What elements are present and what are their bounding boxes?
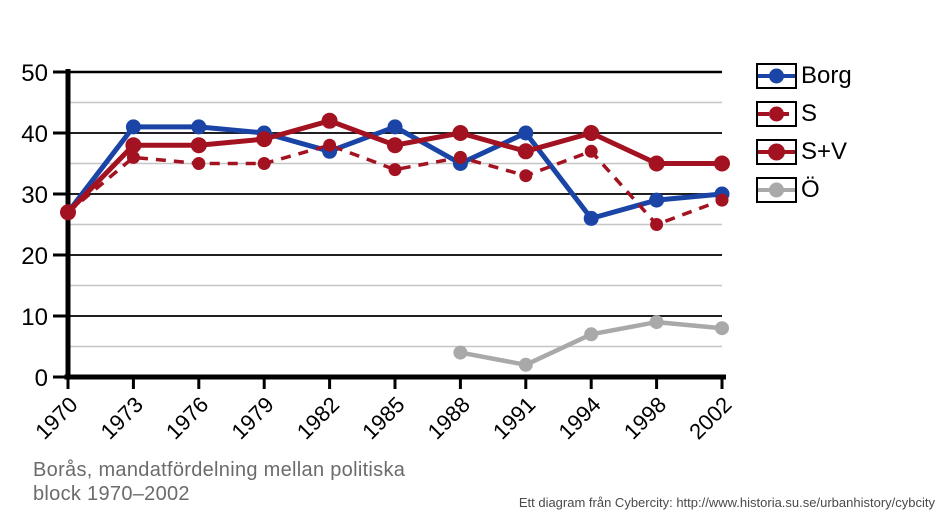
series-line-s xyxy=(66,143,723,227)
legend-label-s-plus-v: S+V xyxy=(801,138,848,165)
legend-swatch-borg-icon xyxy=(756,63,797,89)
data-point-s-plus-v xyxy=(125,137,142,154)
x-tick-label: 1979 xyxy=(226,392,278,444)
y-tick-label: 0 xyxy=(35,365,48,392)
y-tick-label: 30 xyxy=(21,182,48,209)
x-tick-label: 1976 xyxy=(161,392,213,444)
data-point-s-plus-v xyxy=(517,143,534,160)
legend-item-s-plus-v: S+V xyxy=(756,139,852,165)
x-tick-label: 1998 xyxy=(619,392,671,444)
x-tick-label: 1973 xyxy=(96,392,148,444)
data-point-s xyxy=(453,150,467,164)
data-point-s-plus-v xyxy=(60,204,76,221)
data-point-s-plus-v xyxy=(583,125,600,141)
data-point-o xyxy=(518,357,533,372)
chart-caption-line1: Borås, mandatfördelning mellan politiska xyxy=(33,459,406,481)
data-point-s-plus-v xyxy=(648,155,665,172)
data-point-s-plus-v xyxy=(452,125,469,141)
x-tick-label: 1982 xyxy=(292,392,344,444)
x-tick-label: 1988 xyxy=(423,392,475,444)
data-point-s xyxy=(650,218,664,231)
x-tick-label: 2002 xyxy=(684,392,736,444)
legend-item-o: Ö xyxy=(756,177,852,203)
legend-label-o: Ö xyxy=(801,176,820,203)
data-point-o xyxy=(715,321,729,336)
data-point-s-plus-v xyxy=(387,137,403,154)
x-tick-label: 1985 xyxy=(357,392,409,444)
data-point-s-plus-v xyxy=(321,112,338,129)
data-point-o xyxy=(584,327,599,342)
x-tick-label: 1970 xyxy=(30,392,82,444)
y-tick-label: 10 xyxy=(21,304,48,331)
y-tick-label: 20 xyxy=(21,243,48,270)
data-point-s-plus-v xyxy=(190,137,207,154)
legend-swatch-s-icon xyxy=(756,101,797,127)
data-point-s xyxy=(192,157,206,170)
legend: Borg S S+V Ö xyxy=(756,63,852,215)
credit-line: Ett diagram från Cybercity: http://www.h… xyxy=(518,495,935,510)
legend-label-borg: Borg xyxy=(801,62,852,89)
data-point-borg xyxy=(125,119,141,135)
data-point-s xyxy=(519,169,533,183)
chart-caption-line2: block 1970–2002 xyxy=(33,483,190,505)
data-point-o xyxy=(649,315,664,330)
data-point-s xyxy=(126,150,140,164)
legend-item-s: S xyxy=(756,101,852,127)
data-point-s xyxy=(257,157,271,170)
legend-swatch-o-icon xyxy=(756,177,797,203)
data-point-borg xyxy=(387,119,403,135)
legend-item-borg: Borg xyxy=(756,63,852,89)
data-point-s xyxy=(323,138,337,152)
legend-label-s: S xyxy=(801,100,818,127)
y-tick-label: 40 xyxy=(21,121,48,148)
data-point-borg xyxy=(583,210,599,226)
data-point-borg xyxy=(518,125,534,141)
x-tick-label: 1994 xyxy=(553,392,605,444)
legend-swatch-s-plus-v-icon xyxy=(756,139,797,165)
x-tick-label: 1991 xyxy=(488,392,540,444)
data-point-s-plus-v xyxy=(256,131,273,148)
chart-caption: Borås, mandatfördelning mellan politiska… xyxy=(33,458,405,506)
data-point-borg xyxy=(191,119,207,135)
data-point-borg xyxy=(649,192,665,208)
data-point-o xyxy=(453,345,468,360)
data-point-s xyxy=(388,163,402,177)
data-point-s-plus-v xyxy=(714,155,730,172)
y-tick-label: 50 xyxy=(21,60,48,87)
data-point-s xyxy=(584,144,598,158)
data-point-s xyxy=(715,193,729,207)
